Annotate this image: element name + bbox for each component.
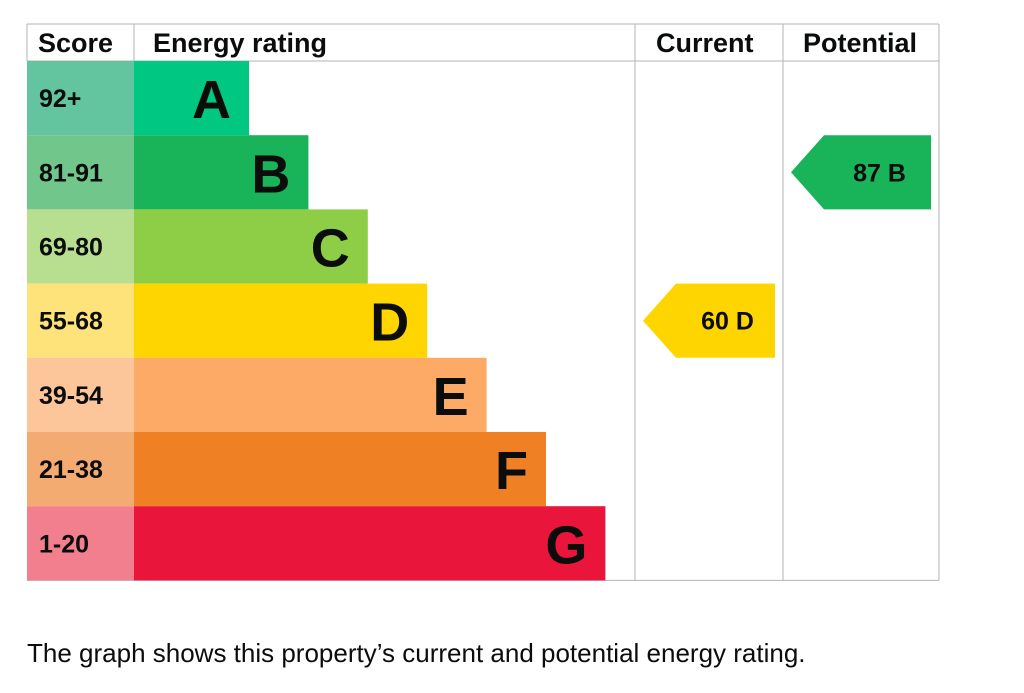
score-label: 21-38 xyxy=(39,456,103,484)
energy-rating-chart: Score Energy rating Current Potential 92… xyxy=(26,23,940,581)
rating-bar xyxy=(134,357,487,432)
score-cell xyxy=(27,209,134,284)
score-label: 39-54 xyxy=(39,382,103,410)
current-column-header: Current xyxy=(656,28,754,58)
score-cell xyxy=(27,432,134,507)
rating-bar xyxy=(134,209,368,284)
score-cell xyxy=(27,61,134,136)
current-rating-marker: 60 D xyxy=(643,283,775,358)
score-cell xyxy=(27,135,134,210)
marker-label: 87 B xyxy=(853,159,906,187)
marker-label: 60 D xyxy=(701,308,754,336)
rating-bands: 92+ A 81-91 B 69-80 C 55-68 D 39-54 E 21-38 F 1-20 G xyxy=(27,61,606,581)
rating-bar xyxy=(134,61,249,136)
rating-bar xyxy=(134,283,428,358)
rating-letter: C xyxy=(311,219,350,279)
band-f: 21-38 F xyxy=(27,432,546,507)
rating-letter: E xyxy=(433,367,469,427)
band-a: 92+ A xyxy=(27,61,249,136)
rating-bar xyxy=(134,135,309,210)
rating-bar xyxy=(134,432,546,507)
score-label: 55-68 xyxy=(39,308,103,336)
potential-rating-marker: 87 B xyxy=(791,135,931,210)
score-cell xyxy=(27,506,134,581)
rating-letter: G xyxy=(545,515,587,575)
band-b: 81-91 B xyxy=(27,135,309,210)
band-d: 55-68 D xyxy=(27,283,428,358)
band-c: 69-80 C xyxy=(27,209,368,284)
marker-arrow xyxy=(643,283,775,358)
score-label: 69-80 xyxy=(39,234,103,262)
score-label: 92+ xyxy=(39,85,81,113)
rating-letter: F xyxy=(495,441,528,501)
band-g: 1-20 G xyxy=(27,506,606,581)
band-e: 39-54 E xyxy=(27,357,487,432)
score-column-header: Score xyxy=(38,28,113,58)
rating-letter: B xyxy=(251,144,290,204)
score-label: 81-91 xyxy=(39,159,103,187)
chart-headers: Score Energy rating Current Potential xyxy=(38,28,917,58)
marker-arrow xyxy=(791,135,931,210)
chart-caption: The graph shows this property’s current … xyxy=(27,638,806,668)
rating-bar xyxy=(134,506,606,581)
potential-column-header: Potential xyxy=(803,28,917,58)
rating-letter: D xyxy=(370,293,409,353)
score-cell xyxy=(27,283,134,358)
energy-rating-column-header: Energy rating xyxy=(153,28,327,58)
score-label: 1-20 xyxy=(39,530,89,558)
rating-markers: 60 D 87 B xyxy=(643,135,931,358)
score-cell xyxy=(27,357,134,432)
rating-letter: A xyxy=(192,70,231,130)
